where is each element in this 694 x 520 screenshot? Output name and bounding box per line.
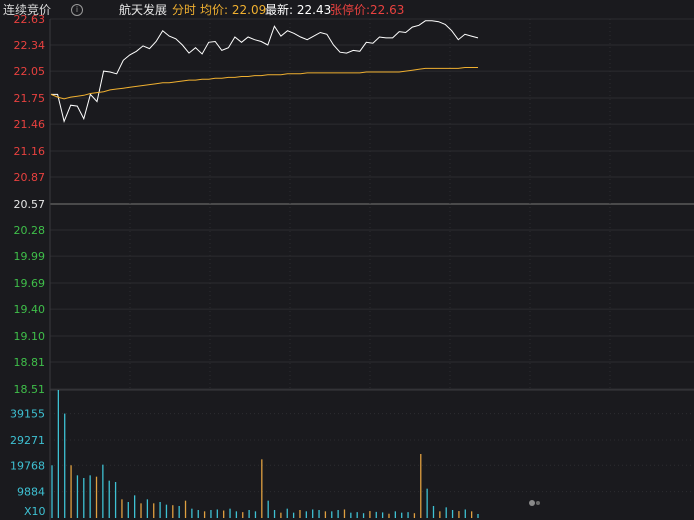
price-tick-label: 18.81 [14,356,46,369]
volume-tick-label: 19768 [10,459,45,472]
average-price-line [50,67,478,100]
price-tick-label: 22.34 [14,39,46,52]
price-tick-label: 20.87 [14,171,46,184]
volume-tick-label: 9884 [17,486,45,499]
stock-name: 航天发展 [119,3,168,17]
latest-price-label: 最新: 22.43 [265,3,332,17]
price-tick-label: 18.51 [14,383,46,396]
price-tick-label: 20.57 [14,198,46,211]
volume-scale-label: X10 [24,505,46,518]
price-tick-label: 19.40 [14,303,46,316]
price-tick-label: 20.28 [14,224,46,237]
price-tick-label: 21.46 [14,118,46,131]
quote-header: 连续竞价 i 航天发展 分时 均价: 22.09 最新: 22.43 张停价:2… [0,0,694,20]
volume-tick-label: 29271 [10,434,45,447]
trading-mode-label: 连续竞价 [3,3,52,17]
volume-tick-label: 39155 [10,408,45,421]
settings-dots-icon[interactable] [528,498,542,508]
price-tick-label: 22.05 [14,65,46,78]
price-tick-label: 19.69 [14,277,46,290]
limit-up-price-label: 张停价:22.63 [330,3,405,17]
price-tick-label: 21.16 [14,145,46,158]
price-tick-label: 19.10 [14,330,46,343]
price-tick-label: 22.63 [14,13,46,26]
price-tick-label: 19.99 [14,250,46,263]
price-tick-label: 21.75 [14,92,46,105]
average-price-label: 均价: 22.09 [200,3,267,17]
price-line [51,20,479,124]
tab-intraday[interactable]: 分时 [172,3,197,17]
info-icon[interactable]: i [71,4,83,16]
